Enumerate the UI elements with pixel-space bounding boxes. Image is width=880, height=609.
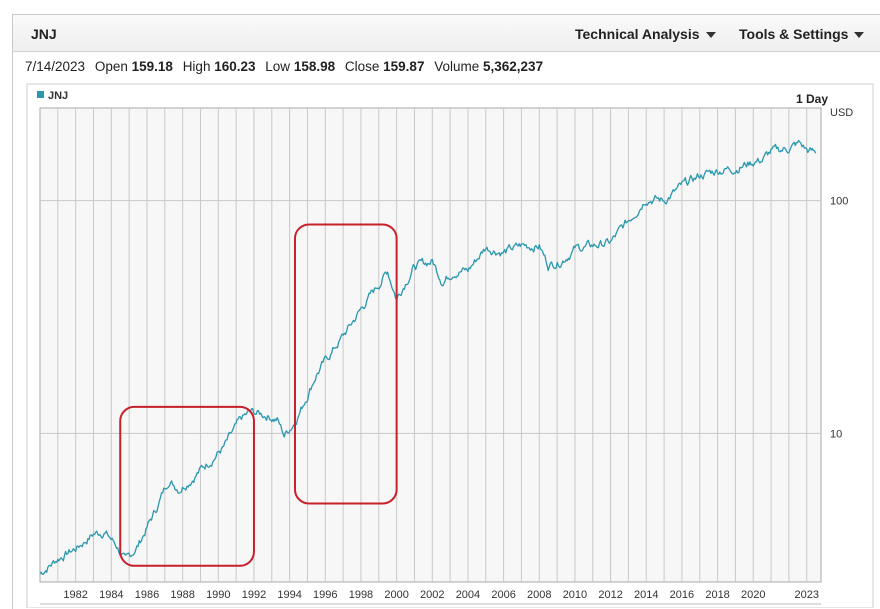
x-tick-label: 2008: [527, 589, 551, 601]
x-tick-label: 2020: [741, 589, 765, 601]
close-value: 159.87: [383, 59, 425, 74]
y-axis: 10 100: [830, 196, 848, 441]
x-tick-label: 2010: [563, 589, 587, 601]
highlight-boxes: [119, 223, 398, 567]
x-tick-label: 1982: [63, 589, 87, 601]
x-tick-label: 2004: [456, 589, 480, 601]
close-label: Close: [344, 59, 380, 74]
x-tick-label: 1996: [313, 589, 337, 601]
open-label: Open: [94, 59, 128, 74]
highlight-box: [293, 223, 398, 505]
technical-analysis-menu[interactable]: Technical Analysis: [575, 26, 716, 42]
x-tick-label: 2014: [634, 589, 658, 601]
high-value: 160.23: [214, 59, 256, 74]
quote-date: 7/14/2023: [25, 59, 86, 74]
caret-down-icon: [705, 32, 716, 39]
gridlines: [40, 108, 821, 582]
x-tick-label: 1992: [242, 589, 266, 601]
x-tick-label: 1988: [170, 589, 194, 601]
legend-swatch-jnj: [37, 91, 44, 98]
series-line-jnj: [39, 139, 817, 575]
toolbar: JNJ Technical Analysis Tools & Settings: [13, 15, 880, 52]
ticker-symbol: JNJ: [31, 26, 57, 42]
x-tick-label: 2012: [598, 589, 622, 601]
x-tick-label: 1990: [206, 589, 230, 601]
volume-value: 5,362,237: [483, 59, 544, 74]
legend-label-jnj: JNJ: [48, 90, 68, 102]
volume-label: Volume: [434, 59, 480, 74]
x-tick-label: 1998: [349, 589, 373, 601]
technical-analysis-label: Technical Analysis: [575, 26, 700, 42]
period-label[interactable]: 1 Day: [796, 92, 828, 106]
high-label: High: [182, 59, 211, 74]
x-tick-label: 2002: [420, 589, 444, 601]
x-tick-label: 1994: [277, 589, 301, 601]
x-axis: 1982 1984 1986 1988 1990 1992 1994 1996 1998 2000…: [63, 589, 819, 601]
low-label: Low: [265, 59, 291, 74]
x-tick-label: 2006: [491, 589, 515, 601]
x-tick-label: 2023: [794, 589, 818, 601]
tools-settings-menu[interactable]: Tools & Settings: [739, 26, 865, 42]
caret-down-icon: [854, 32, 865, 39]
low-value: 158.98: [293, 59, 336, 74]
currency-label: USD: [830, 107, 853, 119]
x-tick-label: 1986: [135, 589, 159, 601]
quote-bar: 7/14/2023 Open 159.18 High 160.23 Low 15…: [25, 59, 543, 74]
x-tick-label: 2016: [670, 589, 694, 601]
plot-area: [39, 107, 822, 583]
tools-settings-label: Tools & Settings: [739, 26, 849, 42]
y-tick-label: 100: [830, 196, 848, 208]
x-tick-label: 2018: [705, 589, 729, 601]
x-tick-label: 1984: [99, 589, 123, 601]
y-tick-label: 10: [830, 428, 842, 440]
open-value: 159.18: [131, 59, 173, 74]
highlight-box: [119, 405, 255, 567]
x-tick-label: 2000: [384, 589, 408, 601]
